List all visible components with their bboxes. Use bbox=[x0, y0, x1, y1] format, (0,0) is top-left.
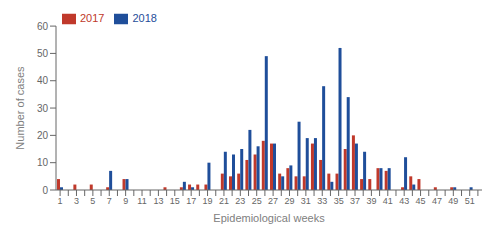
svg-text:20: 20 bbox=[37, 130, 49, 141]
svg-text:30: 30 bbox=[37, 103, 49, 114]
svg-text:3: 3 bbox=[74, 196, 79, 206]
svg-text:17: 17 bbox=[186, 196, 196, 206]
svg-text:29: 29 bbox=[284, 196, 294, 206]
svg-text:15: 15 bbox=[170, 196, 180, 206]
svg-text:47: 47 bbox=[432, 196, 442, 206]
svg-text:21: 21 bbox=[219, 196, 229, 206]
svg-text:13: 13 bbox=[153, 196, 163, 206]
svg-text:60: 60 bbox=[37, 21, 49, 32]
svg-text:23: 23 bbox=[235, 196, 245, 206]
svg-text:Number of cases: Number of cases bbox=[14, 66, 26, 150]
html-text:2018: 2018 bbox=[132, 12, 157, 24]
svg-text:Epidemiological weeks: Epidemiological weeks bbox=[213, 212, 325, 224]
svg-text:27: 27 bbox=[268, 196, 278, 206]
svg-text:51: 51 bbox=[465, 196, 475, 206]
svg-text:10: 10 bbox=[37, 157, 49, 168]
html-text:2017: 2017 bbox=[80, 12, 105, 24]
svg-text:41: 41 bbox=[383, 196, 393, 206]
svg-text:7: 7 bbox=[107, 196, 112, 206]
svg-text:49: 49 bbox=[448, 196, 458, 206]
svg-text:0: 0 bbox=[42, 185, 48, 196]
svg-text:1: 1 bbox=[58, 196, 63, 206]
svg-text:19: 19 bbox=[203, 196, 213, 206]
svg-text:39: 39 bbox=[366, 196, 376, 206]
svg-text:35: 35 bbox=[334, 196, 344, 206]
svg-text:43: 43 bbox=[399, 196, 409, 206]
svg-text:37: 37 bbox=[350, 196, 360, 206]
svg-text:25: 25 bbox=[252, 196, 262, 206]
svg-text:9: 9 bbox=[123, 196, 128, 206]
svg-text:11: 11 bbox=[137, 196, 146, 206]
svg-text:40: 40 bbox=[37, 75, 49, 86]
svg-text:31: 31 bbox=[301, 196, 311, 206]
svg-text:33: 33 bbox=[317, 196, 327, 206]
svg-text:5: 5 bbox=[90, 196, 95, 206]
svg-text:45: 45 bbox=[416, 196, 426, 206]
svg-text:50: 50 bbox=[37, 48, 49, 59]
